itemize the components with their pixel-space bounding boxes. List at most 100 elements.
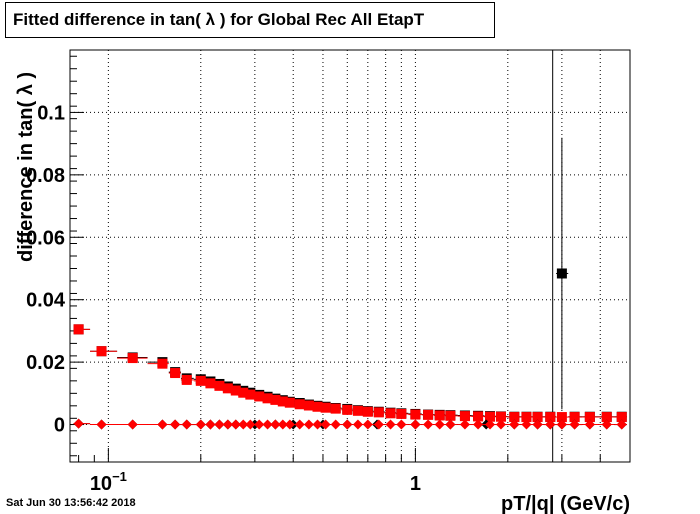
data-point	[459, 419, 470, 430]
data-point	[352, 419, 363, 430]
data-point	[245, 389, 256, 400]
data-point	[238, 419, 249, 430]
data-point	[294, 399, 305, 410]
data-point	[362, 406, 373, 417]
data-point	[342, 404, 353, 415]
data-point	[127, 419, 138, 430]
data-point	[352, 405, 363, 416]
chart-title: Fitted difference in tan( λ ) for Global…	[5, 2, 495, 38]
data-point	[214, 419, 225, 430]
data-point	[157, 358, 168, 369]
data-point	[330, 419, 341, 430]
y-tick-label: 0.06	[26, 227, 65, 249]
data-point	[181, 374, 192, 385]
data-point	[495, 419, 506, 430]
y-axis-title: difference in tan( λ )	[15, 72, 37, 262]
data-point	[157, 419, 168, 430]
data-point	[509, 412, 520, 423]
data-point	[521, 419, 532, 430]
data-point	[303, 419, 314, 430]
data-point	[473, 419, 484, 430]
x-tick-exponent: −1	[112, 469, 127, 484]
y-tick-label: 0.08	[26, 165, 65, 187]
data-point	[473, 411, 484, 422]
data-point	[584, 419, 595, 430]
data-point	[362, 419, 373, 430]
data-point	[96, 419, 107, 430]
data-point	[230, 419, 241, 430]
data-point	[509, 419, 520, 430]
data-point	[127, 353, 138, 364]
timestamp: Sat Jun 30 13:56:42 2018	[6, 497, 136, 509]
data-point	[342, 419, 353, 430]
data-point	[373, 407, 384, 418]
data-point	[485, 411, 496, 422]
data-point	[423, 419, 434, 430]
y-tick-label: 0.04	[26, 290, 66, 312]
data-point	[96, 346, 107, 357]
data-point	[222, 383, 233, 394]
plot-frame	[69, 49, 631, 463]
data-point	[303, 400, 314, 411]
data-point	[270, 394, 281, 405]
data-point	[312, 419, 323, 430]
tick-labels: 0 0.02 0.04 0.06 0.08 0.1 10−1 1	[26, 102, 421, 495]
grid-lines	[70, 50, 630, 462]
data-point	[205, 378, 216, 389]
data-point	[445, 410, 456, 421]
data-point	[616, 419, 627, 430]
data-point	[385, 408, 396, 419]
data-point	[312, 401, 323, 412]
data-point	[532, 419, 543, 430]
y-tick-label: 0.1	[37, 102, 65, 124]
data-point	[569, 419, 580, 430]
data-point	[320, 419, 331, 430]
data-point	[434, 419, 445, 430]
data-point	[485, 419, 496, 430]
x-tick-label: 1	[410, 473, 421, 495]
data-point	[495, 411, 506, 422]
data-point	[277, 419, 288, 430]
y-tick-label: 0	[54, 415, 65, 437]
data-point	[320, 402, 331, 413]
data-markers	[73, 137, 627, 430]
data-point	[601, 412, 612, 423]
data-point	[195, 419, 206, 430]
x-tick-label: 10−1	[90, 469, 127, 495]
data-point	[181, 419, 192, 430]
data-point	[73, 418, 84, 429]
x-axis-title: pT/|q| (GeV/c)	[501, 493, 630, 514]
data-point	[584, 412, 595, 423]
data-point	[396, 419, 407, 430]
data-point	[459, 411, 470, 422]
axis-ticks	[70, 55, 601, 462]
data-point	[423, 409, 434, 420]
data-point	[238, 387, 249, 398]
data-point	[205, 419, 216, 430]
data-point	[556, 412, 567, 423]
data-point	[556, 419, 567, 430]
data-point	[277, 396, 288, 407]
data-point	[532, 412, 543, 423]
data-point	[410, 419, 421, 430]
data-point	[214, 380, 225, 391]
y-tick-label: 0.02	[26, 352, 65, 374]
data-point	[170, 368, 181, 379]
data-point	[284, 419, 295, 430]
data-point	[396, 408, 407, 419]
data-point	[545, 412, 556, 423]
data-point	[445, 419, 456, 430]
data-point	[254, 391, 265, 402]
data-point	[284, 397, 295, 408]
data-point	[569, 412, 580, 423]
data-point	[222, 419, 233, 430]
data-point	[601, 419, 612, 430]
data-point	[254, 419, 265, 430]
data-point	[373, 419, 384, 430]
data-point	[330, 403, 341, 414]
data-point	[410, 409, 421, 420]
data-point	[616, 412, 627, 423]
data-point	[521, 412, 532, 423]
data-point	[556, 268, 567, 279]
